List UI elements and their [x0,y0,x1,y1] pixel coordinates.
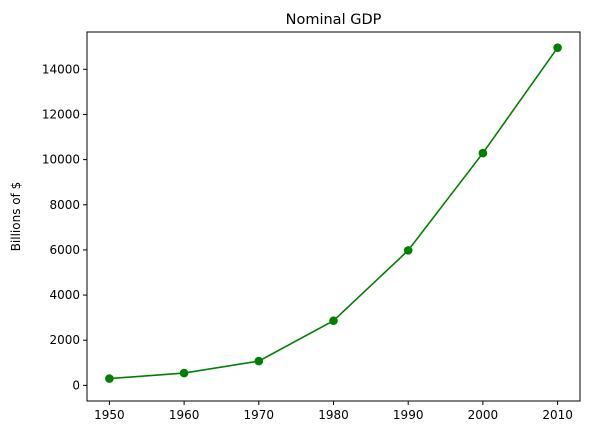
data-point [179,368,189,378]
x-tick-label: 1990 [393,408,424,422]
x-tick-label: 1960 [169,408,200,422]
data-point [553,43,562,52]
y-axis-ticks: 0 2000 4000 6000 8000 10000 12000 14000 [42,62,87,392]
y-axis-label: Billions of $ [9,182,23,252]
y-tick-label: 12000 [42,107,80,121]
data-point [403,246,413,255]
series-line [109,47,559,380]
x-tick-label: 2010 [542,408,573,422]
plot-frame [86,31,581,402]
y-tick-label: 0 [72,378,80,392]
y-tick-label: 6000 [49,243,80,257]
x-tick-label: 2000 [468,408,499,422]
y-tick-label: 8000 [49,198,80,212]
chart-title: Nominal GDP [286,12,382,28]
series-group [105,43,562,383]
x-tick-label: 1970 [244,408,275,422]
x-tick-label: 1980 [318,408,349,422]
data-point [105,374,114,383]
data-point [478,148,488,158]
y-tick-label: 4000 [49,288,80,302]
y-tick-label: 10000 [42,153,80,167]
x-tick-label: 1950 [94,408,125,422]
y-tick-label: 14000 [42,62,80,76]
data-point [329,316,338,326]
x-axis-ticks: 1950 1960 1970 1980 1990 2000 2010 [94,401,573,422]
y-tick-label: 2000 [49,333,80,347]
data-point [254,356,264,366]
